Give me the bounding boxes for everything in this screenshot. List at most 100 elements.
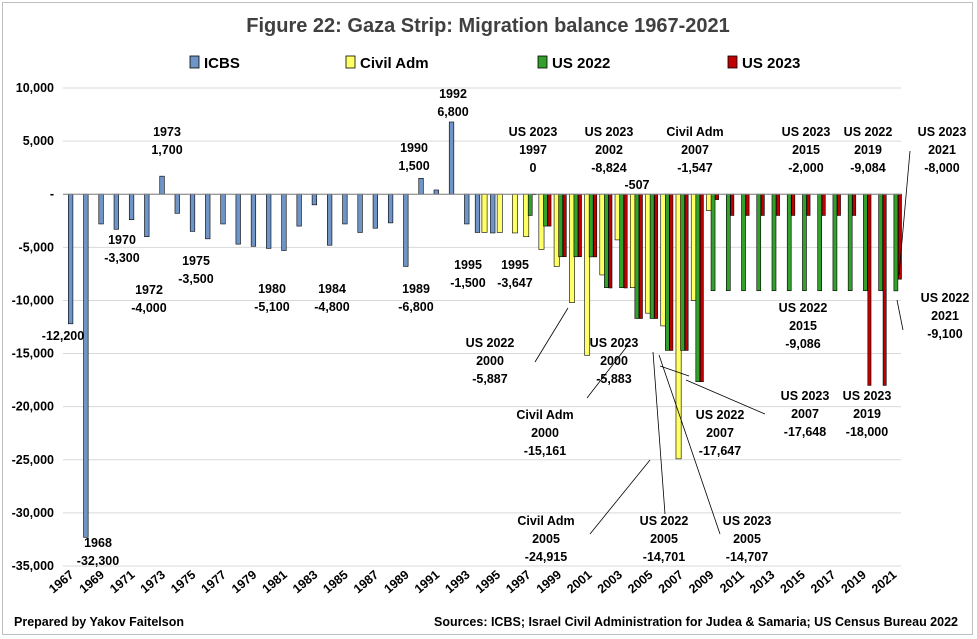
bar-icbs [387, 193, 394, 224]
data-label: 1968 -32,300 [77, 536, 119, 568]
x-tick-label: 1987 [351, 568, 381, 597]
bar-icbs [357, 193, 363, 233]
bar-us-2023 [715, 193, 719, 200]
x-tick-label: 2009 [686, 568, 716, 597]
data-label-line: -3,647 [497, 276, 532, 290]
bar-civil-adm [481, 193, 488, 233]
data-label: 1980 -5,100 [254, 282, 289, 314]
data-label-line: 1980 [258, 282, 286, 296]
legend-label: Civil Adm [360, 55, 429, 72]
data-label-line: US 2022 [466, 336, 515, 350]
x-tick-label: 2013 [747, 568, 777, 597]
data-label-line: -15,161 [524, 444, 566, 458]
legend-label: ICBS [204, 55, 240, 72]
data-label-line: 0 [530, 161, 537, 175]
bar-us-2022 [604, 193, 609, 288]
bar-us-2022 [832, 193, 838, 292]
bar-icbs [327, 193, 333, 246]
data-label-line: 2019 [853, 407, 881, 421]
callout-leader [659, 365, 690, 377]
data-label: US 2023 2015 -2,000 [782, 125, 831, 175]
data-label-line: -5,883 [596, 372, 631, 386]
bar-us-2023 [578, 193, 582, 258]
bar-us-2023 [669, 193, 674, 351]
y-tick-label: -15,000 [12, 347, 54, 361]
data-label: 1973 1,700 [151, 125, 182, 157]
bar-us-2023 [791, 193, 796, 216]
x-tick-label: 2017 [808, 568, 838, 597]
data-label-line: -17,648 [784, 425, 826, 439]
data-label-line: -8,824 [591, 161, 626, 175]
data-label-line: 2021 [931, 309, 959, 323]
data-label-line: US 2023 [781, 389, 830, 403]
data-label: US 2022 2015 -9,086 [779, 301, 828, 351]
bar-us-2023 [654, 193, 659, 319]
bar-us-2022 [527, 193, 533, 216]
data-label-line: US 2022 [921, 291, 970, 305]
x-tick-label: 1973 [138, 568, 168, 597]
data-label: US 2023 2019 -18,000 [843, 389, 892, 439]
data-label-line: -6,800 [398, 300, 433, 314]
legend-swatch [189, 55, 200, 69]
data-label-line: -1,547 [677, 161, 712, 175]
data-label-line: 1973 [153, 125, 181, 139]
bar-us-2022 [802, 193, 807, 292]
bar-icbs [144, 193, 150, 238]
x-tick-label: 2005 [625, 568, 655, 597]
legend-swatch [727, 55, 738, 69]
data-label-line: 2019 [854, 143, 882, 157]
bars [68, 121, 902, 538]
bar-us-2023 [593, 193, 598, 258]
bar-icbs [418, 177, 424, 195]
bar-us-2023 [760, 193, 765, 216]
bar-us-2022 [847, 193, 853, 292]
data-label-line: -14,701 [643, 550, 685, 564]
bar-us-2023 [776, 193, 780, 216]
data-label: Civil Adm 2000 -15,161 [516, 408, 573, 458]
data-label: US 2022 2019 -9,084 [844, 125, 893, 175]
x-tick-label: 1979 [229, 568, 259, 597]
data-label-line: -9,084 [850, 161, 885, 175]
data-label: US 2022 2005 -14,701 [640, 514, 689, 564]
bar-us-2022 [588, 193, 594, 258]
bar-icbs [159, 175, 165, 195]
y-tick-label: -5,000 [19, 240, 54, 254]
bar-us-2022 [786, 193, 792, 292]
bar-icbs [403, 193, 409, 267]
bar-icbs [128, 193, 135, 221]
callout-leader [652, 351, 666, 515]
data-label-line: 2007 [706, 426, 734, 440]
bar-us-2023 [684, 193, 689, 351]
data-label-line: -3,500 [178, 272, 213, 286]
data-label: US 2023 2007 -17,648 [781, 389, 830, 439]
x-tick-label: 1995 [473, 568, 503, 597]
callout-leader [589, 459, 651, 535]
bar-us-2022 [573, 193, 579, 258]
data-label: -12,200 [42, 329, 84, 343]
data-label-line: 2005 [650, 532, 678, 546]
data-label-line: -24,915 [525, 550, 567, 564]
data-label-line: 1995 [501, 258, 529, 272]
y-tick-label: -35,000 [12, 559, 54, 573]
x-tick-label: 1997 [503, 568, 533, 597]
data-label-line: Civil Adm [517, 514, 574, 528]
bar-icbs [250, 193, 257, 247]
data-label-line: 2000 [600, 354, 628, 368]
bar-us-2023 [608, 193, 613, 289]
data-label-line: 1,500 [398, 159, 429, 173]
y-tick-label: 5,000 [23, 134, 54, 148]
data-label-line: US 2023 [843, 389, 892, 403]
data-label-line: US 2022 [844, 125, 893, 139]
bar-us-2022 [756, 193, 762, 292]
data-label-line: US 2022 [779, 301, 828, 315]
data-label-line: 2002 [595, 143, 623, 157]
data-label-line: -17,647 [699, 444, 741, 458]
bar-icbs [311, 193, 318, 206]
bar-us-2022 [665, 193, 670, 351]
x-tick-label: 1993 [442, 568, 472, 597]
data-label-line: -5,100 [254, 300, 289, 314]
bar-us-2022 [817, 193, 823, 292]
data-label: US 2023 1997 0 [509, 125, 558, 175]
data-label-line: -4,000 [131, 301, 166, 315]
